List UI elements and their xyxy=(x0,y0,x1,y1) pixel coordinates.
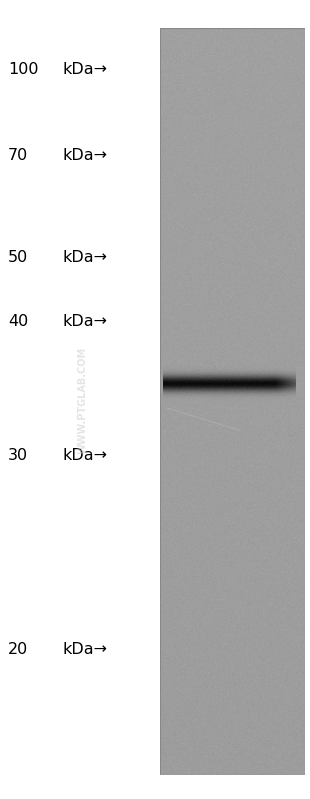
Text: kDa→: kDa→ xyxy=(62,315,107,329)
Text: kDa→: kDa→ xyxy=(62,62,107,78)
Text: 50: 50 xyxy=(8,249,28,264)
Text: WWW.PTGLAB.COM: WWW.PTGLAB.COM xyxy=(78,347,88,454)
Text: 100: 100 xyxy=(8,62,38,78)
Text: kDa→: kDa→ xyxy=(62,249,107,264)
Text: 30: 30 xyxy=(8,447,28,463)
Text: kDa→: kDa→ xyxy=(62,642,107,658)
Text: 40: 40 xyxy=(8,315,28,329)
Text: kDa→: kDa→ xyxy=(62,447,107,463)
Text: 70: 70 xyxy=(8,148,28,162)
Text: kDa→: kDa→ xyxy=(62,148,107,162)
Text: 20: 20 xyxy=(8,642,28,658)
